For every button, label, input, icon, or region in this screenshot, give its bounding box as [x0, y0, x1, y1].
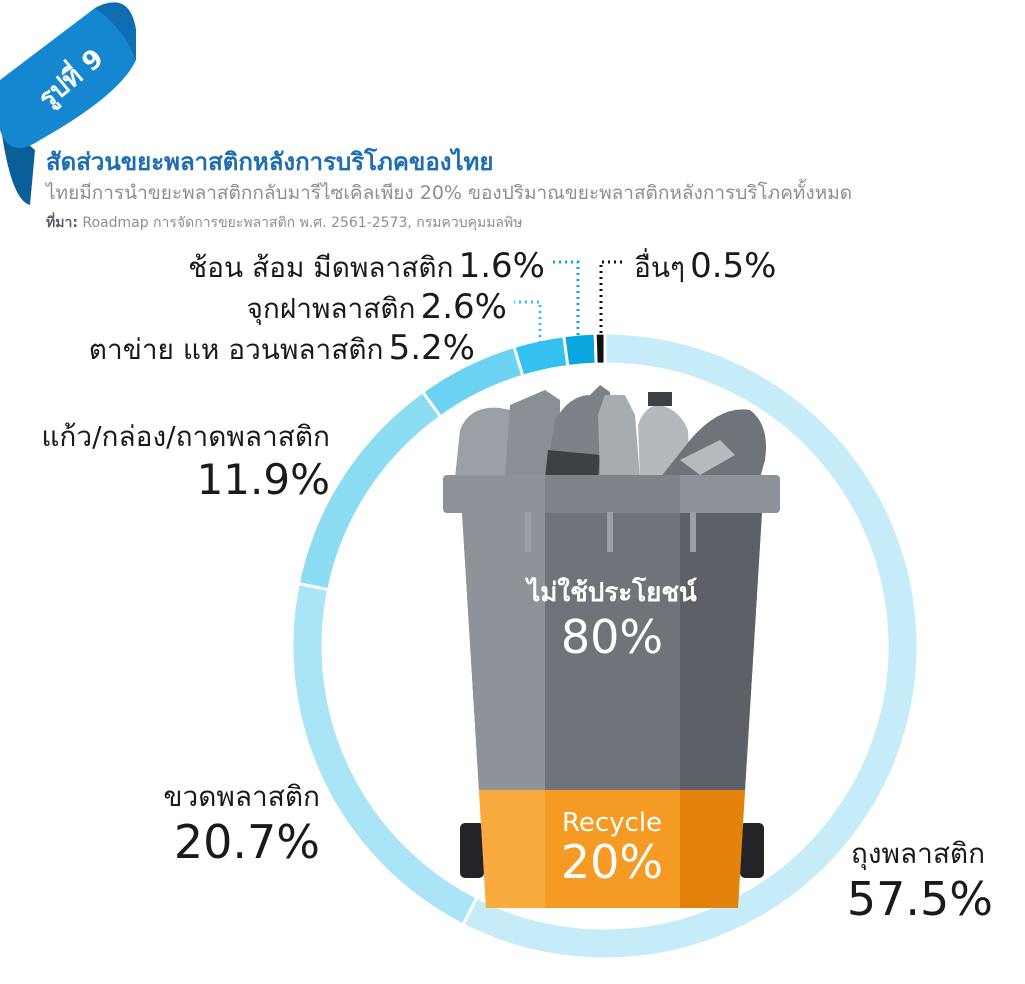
bin-wheel-left — [460, 823, 484, 878]
chart-source: ที่มา: Roadmap การจัดการขยะพลาสติก พ.ศ. … — [46, 212, 522, 234]
bin-body-recycle — [479, 790, 745, 908]
bin-recycle-name: Recycle — [561, 808, 663, 838]
bin-rib-2 — [690, 512, 696, 552]
chart-title: สัดส่วนขยะพลาสติกหลังการบริโภคของไทย — [46, 148, 494, 176]
label-cutlery-value: 1.6% — [458, 246, 545, 286]
bin-body-shade — [680, 512, 762, 790]
chart-subtitle: ไทยมีการนำขยะพลาสติกกลับมารีไซเคิลเพียง … — [46, 182, 853, 204]
bin-label-unused: ไม่ใช้ประโยชน์ 80% — [512, 572, 712, 661]
bin-body-shade — [462, 512, 545, 790]
label-plastic-bags: ถุงพลาสติก 57.5% — [847, 832, 993, 922]
label-nets: ตาข่าย แห อวนพลาสติก 5.2% — [89, 328, 475, 372]
label-plastic-bags-name: ถุงพลาสติก — [850, 837, 986, 870]
donut-slice-others — [593, 331, 607, 366]
source-text: Roadmap การจัดการขยะพลาสติก พ.ศ. 2561-25… — [82, 215, 523, 231]
label-nets-value: 5.2% — [388, 328, 475, 368]
label-cups-boxes-value: 11.9% — [196, 455, 330, 504]
bin-rib-1 — [607, 512, 613, 552]
source-label: ที่มา: — [46, 215, 78, 231]
bin-recycle-value: 20% — [560, 835, 664, 889]
label-plastic-bottles-name: ขวดพลาสติก — [163, 780, 320, 813]
leader-line-2 — [599, 260, 626, 333]
label-plastic-bottles: ขวดพลาสติก 20.7% — [163, 775, 320, 865]
bin-rib-0 — [525, 512, 531, 552]
bottle-label — [545, 450, 600, 478]
bin-unused-value: 80% — [560, 610, 664, 664]
label-cups-boxes-name: แก้ว/กล่อง/ถาดพลาสติก — [41, 420, 330, 453]
label-others-name: อื่นๆ — [634, 251, 685, 284]
bin-wheel-right — [740, 823, 764, 878]
bin-lid-shade — [545, 475, 680, 513]
label-caps-name: จุกฝาพลาสติก — [246, 292, 416, 325]
bottle-cap — [648, 392, 672, 406]
label-others-value: 0.5% — [690, 246, 777, 286]
label-others: อื่นๆ 0.5% — [634, 246, 776, 290]
donut-slice-plastic-bottles — [290, 581, 479, 927]
leader-lines — [514, 260, 626, 355]
donut-ring — [290, 331, 920, 961]
donut-slice-cutlery — [562, 331, 598, 369]
bin-recycle-shade — [479, 790, 545, 908]
jug-label — [680, 440, 735, 475]
plastic-bottle — [598, 395, 640, 478]
bin-recycle-shade — [680, 790, 745, 908]
label-cutlery-name: ช้อน ส้อม มีดพลาสติก — [188, 251, 454, 284]
bin-label-recycle: Recycle 20% — [512, 808, 712, 886]
label-caps: จุกฝาพลาสติก 2.6% — [246, 287, 507, 331]
label-nets-name: ตาข่าย แห อวนพลาสติก — [88, 333, 384, 366]
label-cups-boxes: แก้ว/กล่อง/ถาดพลาสติก 11.9% — [41, 415, 330, 501]
label-caps-value: 2.6% — [420, 287, 507, 327]
leader-line-0 — [552, 260, 580, 335]
label-plastic-bags-value: 57.5% — [847, 876, 993, 922]
trash-bin — [443, 385, 780, 908]
label-plastic-bottles-value: 20.7% — [173, 815, 320, 869]
label-cutlery: ช้อน ส้อม มีดพลาสติก 1.6% — [188, 246, 545, 290]
plastic-item — [505, 390, 560, 478]
figure-badge: รูปที่ 9 — [0, 0, 140, 210]
bin-unused-name: ไม่ใช้ประโยชน์ — [527, 578, 697, 608]
value-text: 57.5% — [846, 872, 993, 926]
